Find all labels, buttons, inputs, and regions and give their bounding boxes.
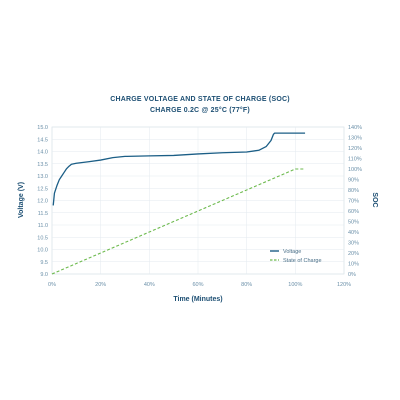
y-tick-label: 12.0 [37,199,48,205]
y2-tick-label: 10% [348,262,359,268]
y2-tick-label: 30% [348,241,359,247]
y-tick-label: 14.5 [37,137,48,143]
y2-tick-label: 80% [348,188,359,194]
series-line-voltage [52,132,306,206]
y-tick-label: 14.0 [37,150,48,156]
y-tick-label: 13.0 [37,174,48,180]
x-tick-label: 80% [241,282,252,288]
y-tick-label: 13.5 [37,162,48,168]
series-line-state-of-charge [51,168,306,275]
chart-title: CHARGE VOLTAGE AND STATE OF CHARGE (SOC) [110,96,290,103]
legend: Voltage State of Charge [270,249,322,264]
y-tick-label: 11.5 [38,211,48,217]
x-axis-title: Time (Minutes) [173,296,222,303]
y2-axis-title: SOC [371,192,378,207]
y2-tick-label: 70% [348,199,359,205]
y-tick-label: 12.5 [37,186,48,192]
y-tick-label: 9.0 [40,272,48,278]
y2-tick-label: 90% [348,178,359,184]
y2-tick-label: 60% [348,209,359,215]
y-tick-label: 10.5 [37,235,48,241]
chart-subtitle: CHARGE 0.2C @ 25°C (77°F) [150,106,250,114]
y2-tick-label: 130% [348,136,362,142]
y2-tick-label: 100% [348,167,362,173]
y-tick-label: 9.5 [40,260,48,266]
tick-labels: 9.0 9.5 10.0 10.5 11.0 11.5 12.0 12.5 13.0 13.5 14… [37,125,362,288]
legend-voltage-label: Voltage [283,249,301,255]
y2-tick-label: 140% [348,125,362,131]
legend-soc-label: State of Charge [283,258,322,264]
y2-tick-label: 40% [348,230,359,236]
series-group [51,132,306,275]
x-tick-label: 0% [48,282,56,288]
x-tick-label: 100% [288,282,302,288]
y-tick-label: 10.0 [37,248,48,254]
y2-tick-label: 0% [348,272,356,278]
x-tick-label: 40% [144,282,155,288]
y-tick-label: 11.0 [38,223,48,229]
x-tick-label: 120% [337,282,351,288]
x-tick-label: 60% [192,282,203,288]
y2-tick-label: 20% [348,251,359,257]
y2-tick-label: 110% [348,157,362,163]
x-tick-label: 20% [95,282,106,288]
y-tick-label: 15.0 [37,125,48,131]
y2-tick-label: 50% [348,220,359,226]
grid-lines [51,126,345,275]
y-axis-title: Voltage (V) [18,182,25,218]
y2-tick-label: 120% [348,146,362,152]
